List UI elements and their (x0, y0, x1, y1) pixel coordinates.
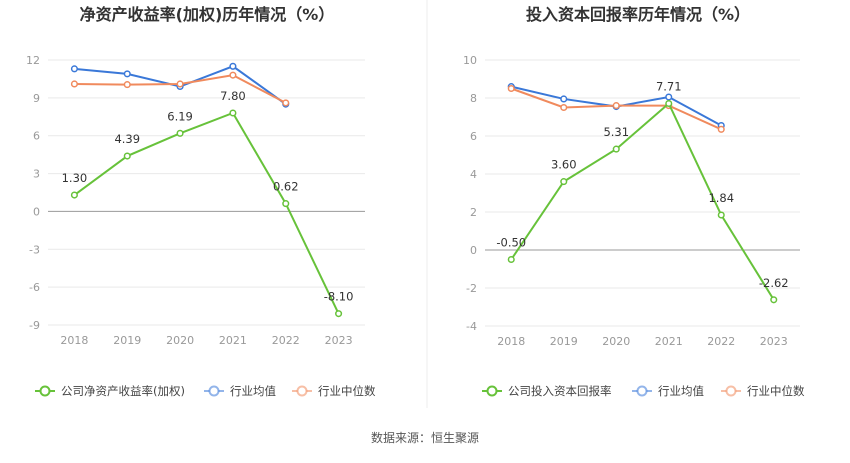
data-point (282, 99, 290, 107)
chart-2: 投入资本回报率历年情况（%） 10 8 6 4 2 0 -2 -4 2018 2019 2020 202… (463, 5, 805, 398)
x-tick-label: 2020 (602, 335, 630, 348)
legend-swatch-marker (39, 385, 51, 397)
legend-swatch-marker (208, 385, 220, 397)
y-tick-label: 0 (470, 244, 477, 257)
y-tick-label: 0 (33, 205, 40, 218)
y-tick-label: 8 (470, 92, 477, 105)
legend-label: 公司投入资本回报率 (508, 384, 612, 398)
data-point (770, 296, 778, 304)
y-tick-label: -3 (29, 243, 40, 256)
data-point (717, 211, 725, 219)
x-tick-label: 2019 (113, 334, 141, 347)
data-label: 1.84 (708, 191, 734, 205)
series-line (73, 111, 340, 315)
data-label: 7.80 (220, 89, 246, 103)
chart-1: 净资产收益率(加权)历年情况（%） 12 9 6 3 0 -3 -6 -9 2018 2019 202… (26, 5, 376, 398)
data-point (665, 93, 673, 101)
legend-swatch-marker (725, 385, 737, 397)
legend-label: 公司净资产收益率(加权) (61, 384, 185, 398)
y-tick-label: 4 (470, 168, 477, 181)
y-tick-label: 12 (26, 54, 40, 67)
data-label: -8.10 (324, 290, 354, 304)
legend-swatch-marker (486, 385, 498, 397)
chart-title: 净资产收益率(加权)历年情况（%） (80, 5, 335, 24)
y-tick-label: -2 (466, 282, 477, 295)
data-point (70, 65, 78, 73)
x-tick-label: 2019 (550, 335, 578, 348)
data-point (123, 152, 131, 160)
data-label: 6.19 (167, 109, 193, 123)
legend-item[interactable]: 公司投入资本回报率 (482, 384, 612, 398)
x-tick-label: 2022 (272, 334, 300, 347)
legend-label: 行业中位数 (747, 384, 805, 398)
legend-item[interactable]: 行业均值 (632, 384, 704, 398)
chart-title: 投入资本回报率历年情况（%） (526, 5, 750, 24)
data-point (176, 80, 184, 88)
data-point (176, 129, 184, 137)
data-point (560, 95, 568, 103)
data-point (612, 102, 620, 110)
y-tick-label: 6 (33, 130, 40, 143)
data-label: 7.71 (656, 80, 682, 94)
data-label: 0.62 (273, 180, 299, 194)
data-label: -0.50 (496, 236, 526, 250)
data-point (123, 70, 131, 78)
data-point (612, 145, 620, 153)
legend-label: 行业均值 (658, 384, 704, 398)
data-point (507, 255, 515, 264)
data-label: 1.30 (62, 171, 88, 185)
data-point (335, 310, 343, 318)
legend-label: 行业均值 (230, 384, 276, 398)
data-point (665, 99, 673, 108)
y-tick-label: 2 (470, 206, 477, 219)
x-tick-label: 2018 (60, 334, 88, 347)
x-tick-label: 2021 (219, 334, 247, 347)
data-label: 5.31 (603, 125, 629, 139)
legend-item[interactable]: 行业均值 (204, 384, 276, 398)
x-tick-label: 2018 (497, 335, 525, 348)
data-point (507, 84, 515, 93)
legend-label: 行业中位数 (318, 384, 376, 398)
legend-item[interactable]: 行业中位数 (292, 384, 376, 398)
y-tick-label: -9 (29, 319, 40, 332)
y-tick-label: 10 (463, 54, 477, 67)
x-tick-label: 2023 (760, 335, 788, 348)
data-point (282, 200, 290, 208)
y-tick-label: -6 (29, 281, 40, 294)
series-line (510, 101, 775, 301)
data-point (560, 178, 568, 186)
data-label: 4.39 (114, 132, 140, 146)
data-point (70, 80, 78, 88)
data-point (560, 103, 568, 112)
data-point (123, 81, 131, 89)
legend-item[interactable]: 公司净资产收益率(加权) (35, 384, 185, 398)
x-tick-label: 2022 (707, 335, 735, 348)
x-tick-label: 2023 (325, 334, 353, 347)
y-tick-label: 3 (33, 168, 40, 181)
data-point (229, 109, 237, 117)
legend-swatch-marker (636, 385, 648, 397)
data-label: -2.62 (759, 276, 789, 290)
legend-swatch-marker (296, 385, 308, 397)
x-tick-label: 2020 (166, 334, 194, 347)
y-tick-label: -4 (466, 320, 477, 333)
y-tick-label: 6 (470, 130, 477, 143)
legend-item[interactable]: 行业中位数 (721, 384, 805, 398)
data-point (229, 62, 237, 70)
y-tick-label: 9 (33, 92, 40, 105)
data-point (229, 71, 237, 79)
source-text: 数据来源：恒生聚源 (371, 430, 479, 445)
data-label: 3.60 (551, 158, 577, 172)
data-point (70, 191, 78, 199)
x-tick-label: 2021 (655, 335, 683, 348)
data-point (717, 125, 725, 133)
